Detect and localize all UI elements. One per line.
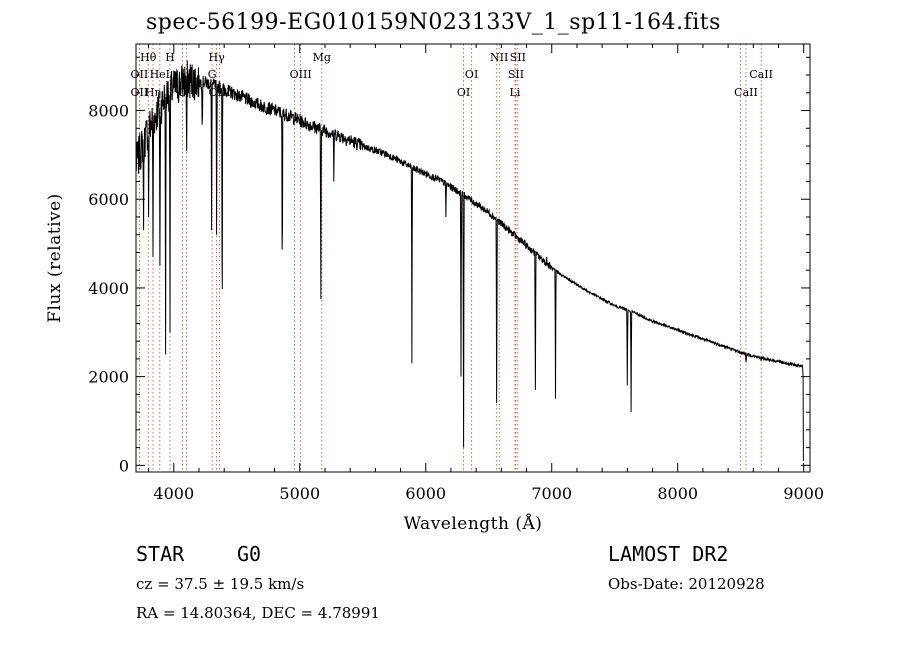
object-subclass: G0 [237,542,262,566]
x-tick-label: 9000 [783,484,824,503]
line-label: Hη [145,86,161,99]
coordinates: RA = 14.80364, DEC = 4.78991 [136,604,380,622]
y-tick-label: 4000 [88,279,129,298]
survey-name: LAMOST DR2 [608,542,729,566]
line-label: G [208,68,217,81]
line-label: OI [465,68,478,81]
line-label: OII [131,68,149,81]
x-axis-label: Wavelength (Å) [404,513,543,534]
spectrum-line [135,60,804,461]
line-label: CaII [749,68,773,81]
x-tick-label: 8000 [657,484,698,503]
line-label: HeI [150,68,170,81]
y-tick-label: 2000 [88,368,129,387]
chart-title: spec-56199-EG010159N023133V_1_sp11-164.f… [146,10,721,35]
obs-date: Obs-Date: 20120928 [608,575,765,593]
x-tick-label: 5000 [279,484,320,503]
redshift-info: cz = 37.5 ± 19.5 km/s [136,575,305,593]
line-label: NII [490,51,508,64]
y-tick-label: 6000 [88,190,129,209]
line-label: OI [457,86,470,99]
y-axis: 0 2000 4000 6000 8000 [88,56,810,475]
x-tick-label: 7000 [531,484,572,503]
line-label: SII [510,51,526,64]
line-label: Hθ [140,51,157,64]
line-label: Hγ [209,51,226,64]
line-markers [139,44,762,472]
x-tick-label: 4000 [153,484,194,503]
x-tick-label: 6000 [405,484,446,503]
line-label: Mg [313,51,331,64]
y-tick-label: 8000 [88,102,129,121]
line-label: Li [510,86,521,99]
object-class: STAR [136,542,185,566]
y-axis-label: Flux (relative) [45,193,65,323]
plot-frame [135,43,811,473]
x-axis: 4000 5000 6000 7000 8000 9000 [148,44,824,503]
line-label: H [165,51,175,64]
line-label: SII [508,68,524,81]
line-label: OIII [290,68,312,81]
line-label: CaII [734,86,758,99]
y-tick-label: 0 [119,456,129,475]
